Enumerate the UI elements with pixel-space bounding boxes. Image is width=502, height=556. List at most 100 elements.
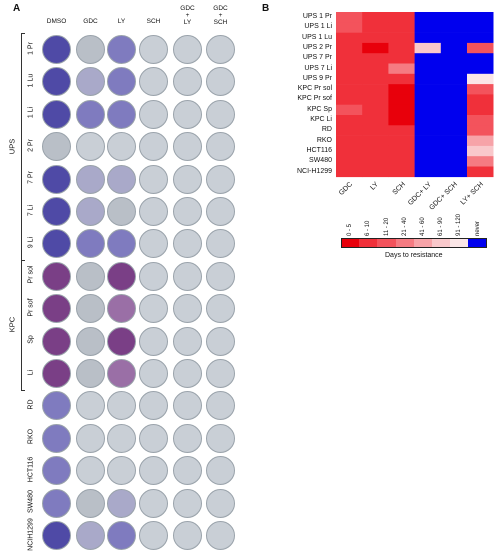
heatmap-cell: [440, 145, 468, 157]
legend-bin-label: 41 - 60: [419, 217, 426, 236]
heatmap-cell: [467, 42, 494, 54]
legend-border: [341, 238, 487, 248]
heatmap-cell: [467, 166, 494, 178]
bracket-tick: [21, 390, 25, 391]
heatmap-cell: [440, 115, 468, 126]
heatmap-cell: [440, 125, 468, 136]
culture-well: [206, 67, 235, 97]
row-label: 1 Li: [27, 107, 35, 119]
culture-well: [76, 197, 105, 226]
legend-bin-label: never: [474, 220, 481, 236]
culture-well: [107, 488, 136, 518]
heatmap-cell: [440, 94, 468, 105]
culture-well: [173, 391, 202, 421]
heatmap-cell: [440, 22, 468, 33]
heatmap-cell: [388, 104, 415, 116]
row-label: NCIH1299: [27, 517, 35, 551]
legend-swatch: [395, 238, 415, 248]
heatmap-cell: [440, 42, 468, 54]
culture-well: [107, 35, 136, 64]
heatmap-cell: [336, 32, 363, 44]
culture-well: [76, 391, 105, 421]
heatmap-cell: [388, 135, 415, 147]
heatmap-cell: [414, 115, 442, 126]
culture-well: [107, 423, 136, 453]
culture-well: [76, 326, 105, 356]
culture-well: [76, 67, 105, 97]
group-bracket: [21, 33, 22, 261]
culture-well: [76, 99, 105, 129]
culture-well: [139, 99, 168, 129]
culture-well: [42, 391, 71, 421]
heatmap-cell: [414, 63, 442, 75]
bracket-tick: [21, 33, 25, 34]
heatmap-cell: [467, 145, 494, 157]
culture-well: [107, 521, 136, 550]
row-label: 7 Li: [27, 204, 35, 216]
heatmap-cell: [440, 63, 468, 75]
culture-well: [206, 261, 235, 291]
heatmap-cell: [388, 94, 415, 105]
heatmap-cell: [336, 156, 363, 167]
heatmap-cell: [440, 135, 468, 147]
heatmap-cell: [388, 125, 415, 136]
culture-well: [107, 391, 136, 421]
heatmap-row-label: RD: [321, 126, 332, 134]
heatmap-cell: [414, 135, 442, 147]
heatmap-cell: [336, 73, 363, 85]
bracket-tick: [21, 259, 25, 261]
heatmap-cell: [336, 125, 363, 136]
heatmap-cell: [467, 84, 494, 95]
heatmap-cell: [414, 42, 442, 54]
heatmap-cell: [414, 22, 442, 33]
heatmap-cell: [388, 63, 415, 75]
heatmap-cell: [440, 32, 468, 44]
heatmap-cell: [414, 53, 442, 64]
culture-well: [76, 456, 105, 486]
heatmap-cell: [440, 156, 468, 167]
culture-well: [206, 164, 235, 194]
culture-well: [173, 261, 202, 291]
heatmap-cell: [362, 94, 389, 105]
heatmap-cell: [467, 12, 494, 23]
heatmap-cell: [362, 104, 389, 116]
heatmap-cell: [467, 32, 494, 44]
heatmap-row-label: UPS 7 Li: [304, 64, 332, 72]
heatmap-cell: [362, 53, 389, 64]
panel-b-label: B: [262, 3, 270, 14]
heatmap-cell: [336, 166, 363, 178]
group-bracket: [21, 259, 22, 390]
culture-well: [139, 488, 168, 518]
culture-well: [107, 294, 136, 324]
culture-well: [42, 35, 71, 64]
column-label: LY: [117, 18, 126, 25]
culture-well: [107, 67, 136, 97]
legend-swatch: [432, 238, 451, 248]
culture-well: [139, 197, 168, 226]
heatmap-cell: [362, 73, 389, 85]
culture-well: [206, 326, 235, 356]
heatmap-cell: [336, 145, 363, 157]
culture-well: [139, 35, 168, 64]
heatmap-row-label: UPS 2 Pr: [302, 43, 332, 51]
heatmap-cell: [467, 22, 494, 33]
culture-well: [42, 67, 71, 97]
heatmap-row-label: NCI-H1299: [296, 167, 332, 175]
culture-well: [76, 132, 105, 162]
heatmap-cell: [336, 53, 363, 64]
legend-bin-label: 6 - 10: [365, 220, 372, 236]
culture-well: [76, 423, 105, 453]
culture-well: [173, 132, 202, 162]
legend-swatch: [377, 238, 396, 248]
row-label: 2 Pr: [27, 138, 35, 152]
heatmap-row-label: UPS 1 Li: [304, 23, 332, 31]
culture-well: [139, 164, 168, 194]
culture-well: [107, 229, 136, 259]
heatmap-cell: [388, 32, 415, 44]
culture-well: [76, 359, 105, 388]
heatmap-cell: [336, 22, 363, 33]
culture-well: [42, 197, 71, 226]
heatmap-cell: [362, 32, 389, 44]
row-label: Pr sof: [27, 298, 35, 317]
heatmap-cell: [388, 53, 415, 64]
